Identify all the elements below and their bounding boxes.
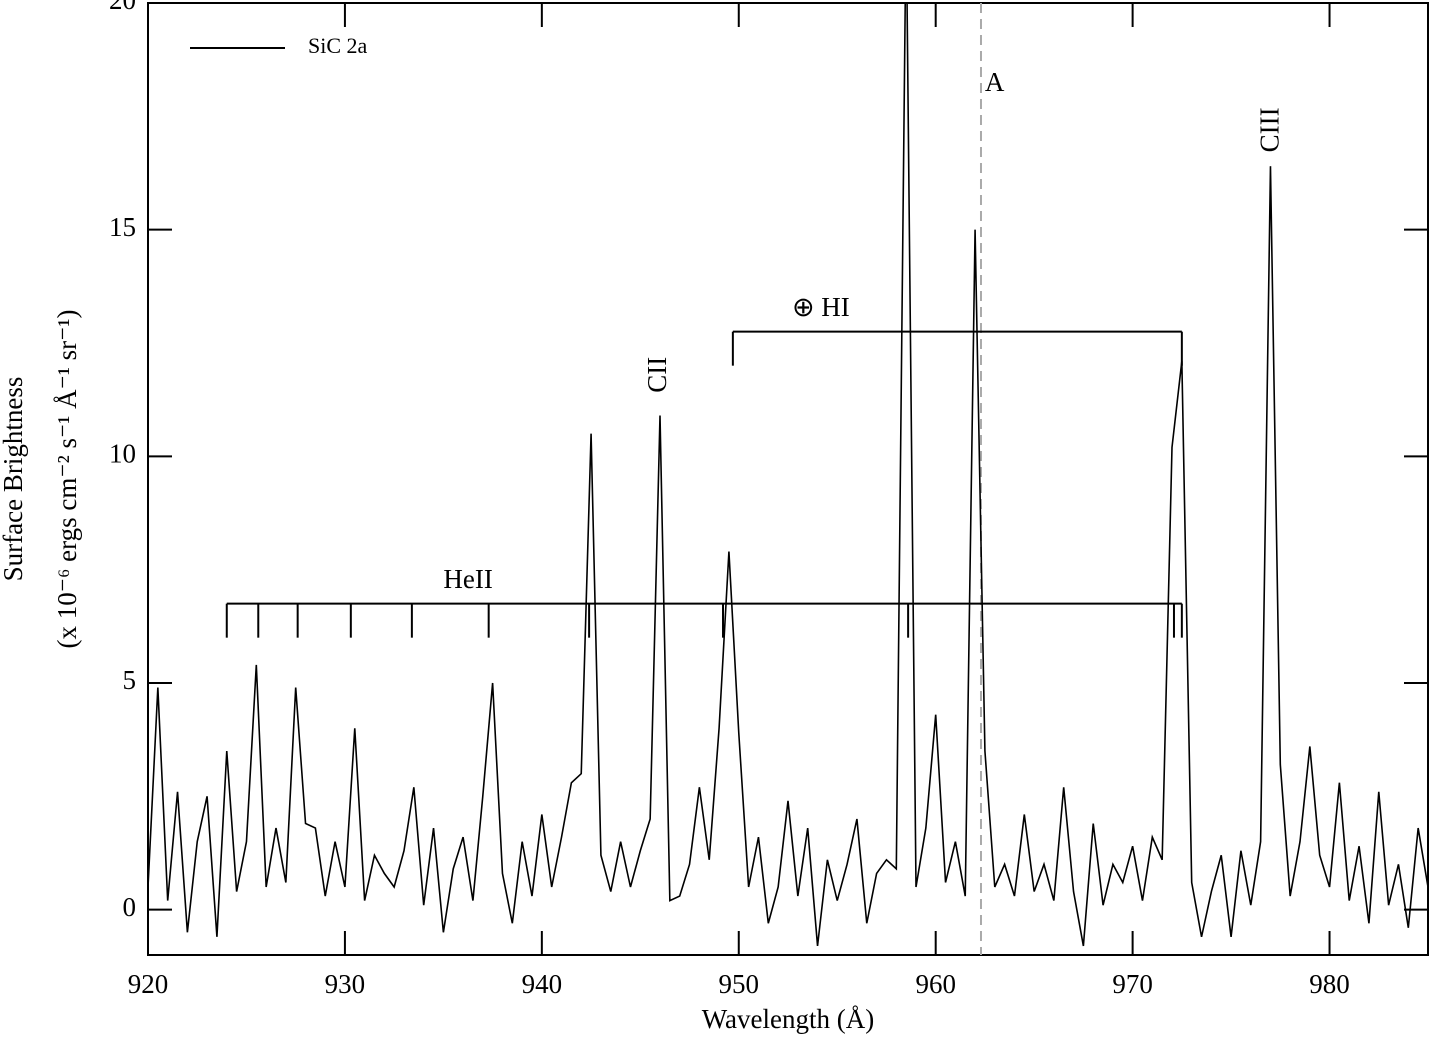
x-tick-label: 980: [1309, 969, 1350, 999]
x-axis-label: Wavelength (Å): [702, 1004, 875, 1034]
plot-frame: [147, 2, 1429, 956]
y-tick-label: 0: [123, 892, 137, 922]
annotation: CII: [642, 357, 672, 393]
y-tick-label: 10: [109, 439, 136, 469]
plot-area: [148, 3, 1428, 955]
bracket-label: ⊕ HI: [792, 292, 850, 322]
x-tick-label: 950: [719, 969, 760, 999]
annotation: CIII: [1255, 107, 1285, 152]
x-tick-label: 940: [522, 969, 563, 999]
annotation: A: [985, 67, 1005, 97]
x-tick-label: 920: [128, 969, 169, 999]
y-axis-label: Surface Brightness: [0, 377, 28, 582]
x-tick-label: 960: [915, 969, 956, 999]
spectrum-line: [148, 3, 1428, 947]
legend-label: SiC 2a: [308, 33, 368, 58]
y-axis-label: (x 10⁻⁶ ergs cm⁻² s⁻¹ Å⁻¹ sr⁻¹): [52, 309, 82, 648]
y-tick-label: 20: [109, 0, 136, 15]
x-tick-label: 930: [325, 969, 366, 999]
x-tick-label: 970: [1112, 969, 1153, 999]
bracket-label: HeII: [443, 564, 492, 594]
y-tick-label: 15: [109, 212, 136, 242]
y-tick-label: 5: [123, 665, 137, 695]
